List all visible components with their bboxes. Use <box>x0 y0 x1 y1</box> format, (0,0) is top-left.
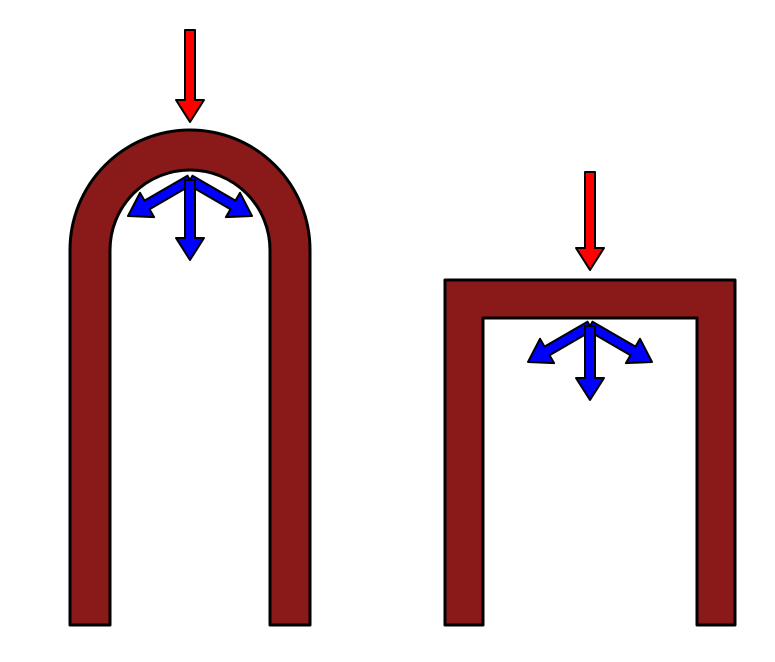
lintel-force-right-arrow <box>588 322 653 363</box>
load-arrow-arch <box>176 30 204 122</box>
diagram-svg <box>0 0 775 662</box>
load-arrow-lintel <box>576 172 604 270</box>
lintel-force-left-arrow <box>528 322 593 363</box>
diagram-stage <box>0 0 775 662</box>
